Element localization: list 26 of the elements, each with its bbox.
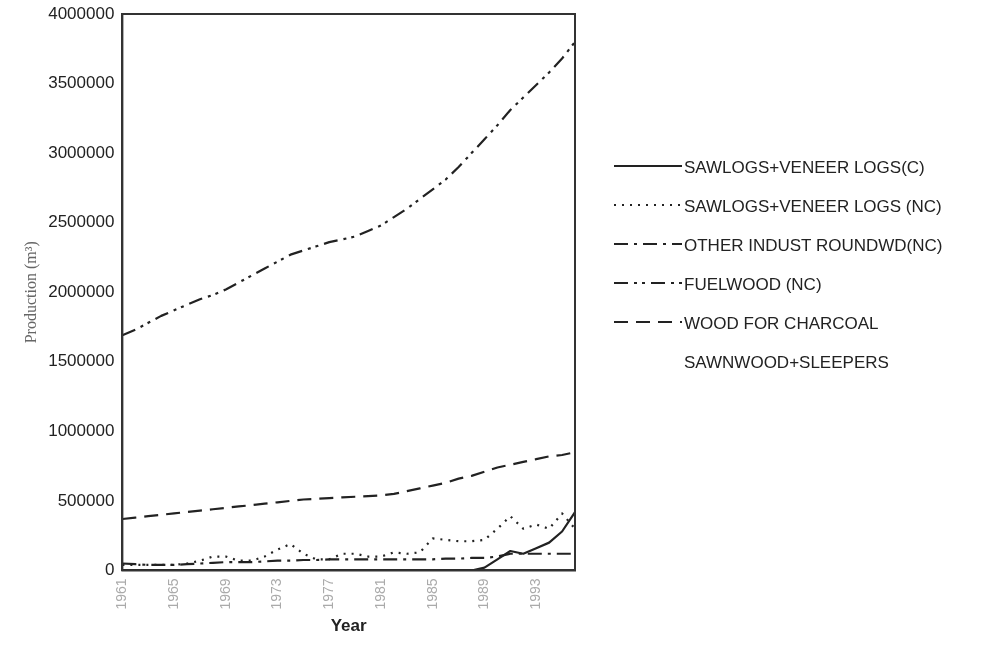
x-tick-label: 1981 xyxy=(371,578,388,610)
x-tick-label: 1973 xyxy=(268,578,285,610)
y-tick-label: 500000 xyxy=(57,490,115,510)
legend-label: WOOD FOR CHARCOAL xyxy=(684,313,879,334)
x-tick-label: 1969 xyxy=(216,578,233,610)
y-tick-label: 3000000 xyxy=(48,142,115,162)
legend-label: SAWNWOOD+SLEEPERS xyxy=(684,352,889,373)
x-tick-label: 1985 xyxy=(423,578,440,610)
y-tick-label: 4000000 xyxy=(48,3,115,23)
legend-label: SAWLOGS+VENEER LOGS (NC) xyxy=(684,196,942,217)
legend-label: OTHER INDUST ROUNDWD(NC) xyxy=(684,235,943,256)
y-tick-label: 2000000 xyxy=(48,281,115,301)
legend-label: FUELWOOD (NC) xyxy=(684,274,822,295)
x-tick-label: 1989 xyxy=(475,578,492,610)
y-tick-label: 1500000 xyxy=(48,351,115,371)
legend-label: SAWLOGS+VENEER LOGS(C) xyxy=(684,157,925,178)
x-axis-title: Year xyxy=(330,616,368,636)
y-tick-label: 3500000 xyxy=(48,73,115,93)
y-tick-label: 2500000 xyxy=(48,212,115,232)
x-tick-label: 1965 xyxy=(164,578,181,610)
x-tick-label: 1961 xyxy=(113,578,130,610)
x-tick-label: 1993 xyxy=(527,578,544,610)
x-tick-label: 1977 xyxy=(320,578,337,610)
y-tick-label: 1000000 xyxy=(48,421,115,441)
y-axis-title: Production (m³) xyxy=(21,241,40,344)
y-tick-label: 0 xyxy=(104,560,115,580)
